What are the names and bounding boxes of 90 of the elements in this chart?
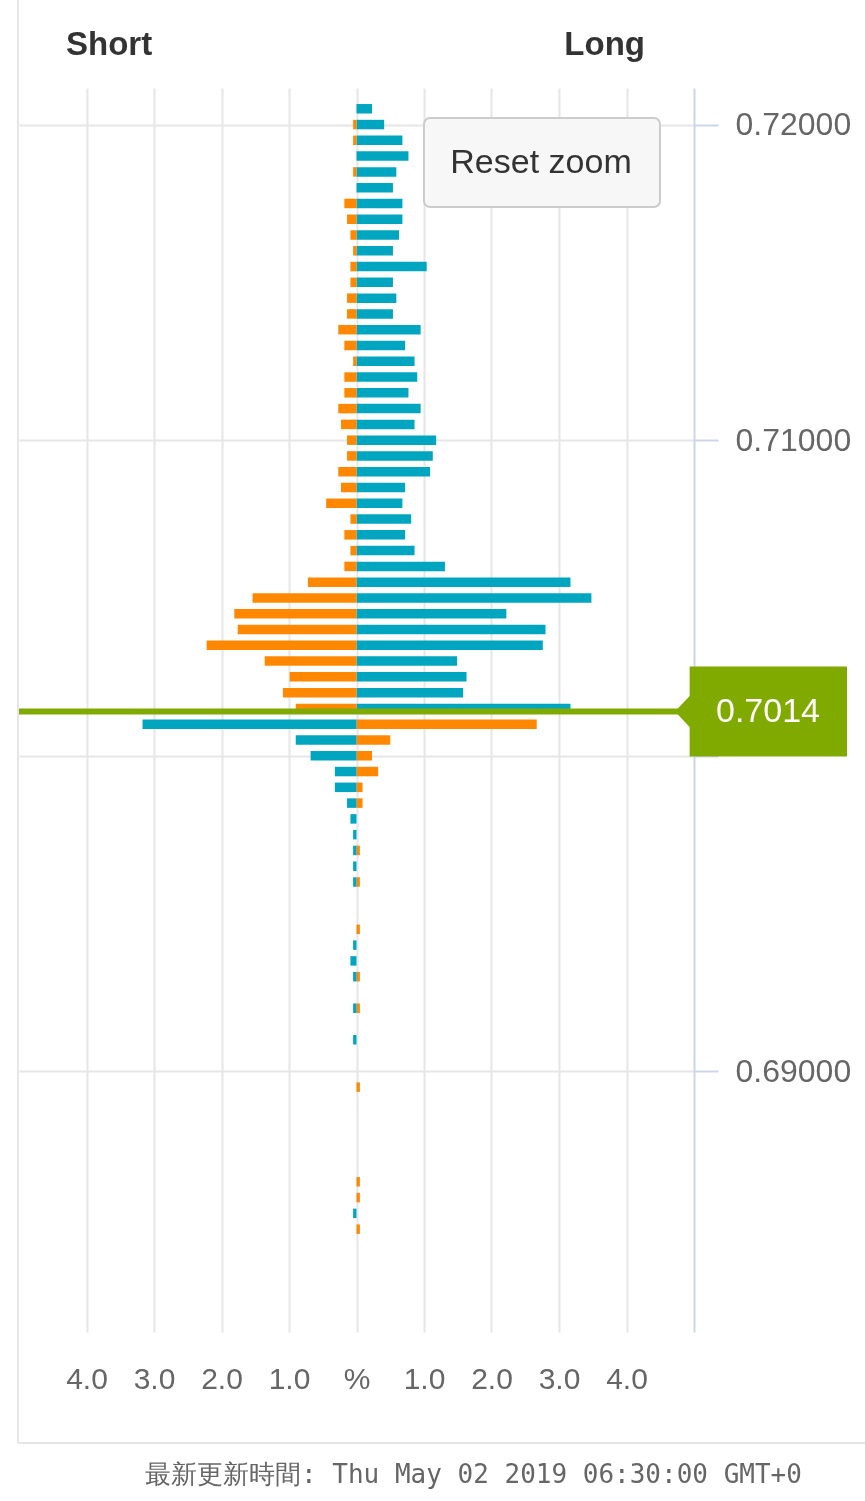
annotation: Reset zoom xyxy=(450,142,632,180)
x-tick-label: % xyxy=(343,1361,371,1395)
bar xyxy=(356,498,403,509)
ref-line-label: 0.7014 xyxy=(716,690,820,729)
bar xyxy=(356,640,543,651)
bar xyxy=(356,545,415,556)
bar xyxy=(356,466,431,477)
bar xyxy=(356,119,385,130)
bar xyxy=(356,561,445,572)
bar xyxy=(347,293,357,303)
bar xyxy=(347,214,357,224)
bar xyxy=(344,198,357,209)
bar xyxy=(234,608,357,619)
bar xyxy=(356,246,393,256)
bar xyxy=(350,261,357,272)
bar xyxy=(350,277,357,288)
bar xyxy=(326,498,357,509)
bar xyxy=(356,230,400,240)
bar xyxy=(344,372,357,382)
bar xyxy=(356,151,409,161)
bar xyxy=(356,104,373,114)
bar xyxy=(344,388,357,398)
bar xyxy=(356,403,421,414)
x-tick-label: 4.0 xyxy=(66,1361,108,1395)
bar xyxy=(347,309,357,319)
bar xyxy=(340,419,357,430)
bar xyxy=(350,230,357,240)
bar xyxy=(356,388,409,398)
x-tick-label: 3.0 xyxy=(133,1361,176,1395)
bar xyxy=(289,672,357,682)
x-tick-label: 1.0 xyxy=(268,1361,311,1395)
bar xyxy=(237,624,357,635)
bar xyxy=(356,656,458,666)
bar xyxy=(307,577,357,587)
bar xyxy=(344,561,357,572)
bar xyxy=(344,530,357,540)
bar xyxy=(356,182,393,193)
bar xyxy=(356,324,421,335)
bar xyxy=(356,672,467,682)
bar xyxy=(356,435,437,445)
bar xyxy=(356,293,397,303)
bar xyxy=(340,482,357,493)
bar xyxy=(356,530,406,540)
bar xyxy=(347,435,357,445)
y-tick-label: 0.69000 xyxy=(735,1052,852,1089)
text: Long xyxy=(564,25,645,62)
bar xyxy=(356,514,412,524)
bar xyxy=(356,624,546,635)
bar xyxy=(356,261,427,272)
x-tick-label: 3.0 xyxy=(538,1361,581,1395)
bar xyxy=(356,214,403,224)
y-tick-label: 0.71000 xyxy=(735,421,852,458)
bar xyxy=(356,482,406,493)
bar xyxy=(356,277,393,288)
y-tick-label: 0.72000 xyxy=(735,106,852,143)
bar xyxy=(356,451,433,461)
x-tick-label: 1.0 xyxy=(403,1361,446,1395)
text: Short xyxy=(66,25,153,62)
bar xyxy=(347,451,357,461)
bar xyxy=(356,167,397,177)
bar xyxy=(353,135,357,146)
bar xyxy=(338,324,357,335)
text: 最新更新時間: Thu May 02 2019 06:30:00 GMT+0 xyxy=(145,1459,802,1489)
x-tick-label: 4.0 xyxy=(606,1361,648,1395)
x-tick-label: 2.0 xyxy=(201,1361,243,1395)
bar xyxy=(356,198,403,209)
bar xyxy=(206,640,357,651)
bar xyxy=(356,687,464,698)
bar xyxy=(356,577,571,587)
bar xyxy=(353,246,357,256)
bar xyxy=(282,687,357,698)
bar xyxy=(353,119,357,130)
bar xyxy=(344,340,357,351)
bar xyxy=(353,167,357,177)
bar xyxy=(252,593,357,603)
bar xyxy=(356,593,592,603)
bar xyxy=(338,403,357,414)
bar xyxy=(356,309,393,319)
bar xyxy=(356,356,415,367)
bar xyxy=(356,340,406,351)
bar xyxy=(350,514,357,524)
bar xyxy=(356,608,507,619)
bar xyxy=(356,419,415,430)
bar xyxy=(264,656,357,666)
bar xyxy=(356,372,418,382)
bar xyxy=(356,135,403,146)
bar xyxy=(350,545,357,556)
bar xyxy=(338,466,357,477)
x-tick-label: 2.0 xyxy=(471,1361,513,1395)
bar xyxy=(353,356,357,367)
